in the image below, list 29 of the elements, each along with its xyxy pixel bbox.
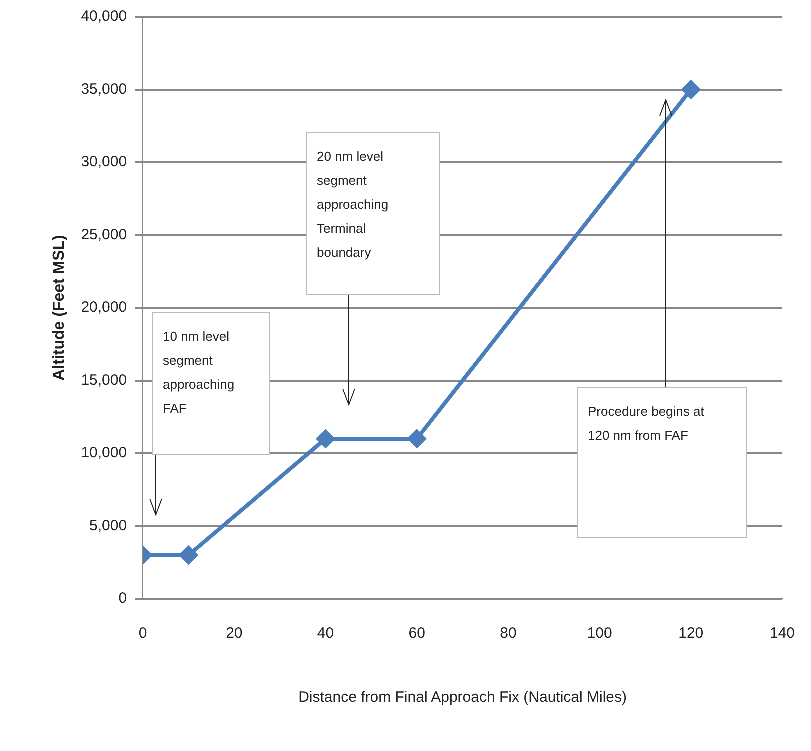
x-tick-label: 40 bbox=[317, 625, 334, 642]
point bbox=[316, 430, 335, 448]
y-tick-label: 20,000 bbox=[81, 299, 128, 316]
y-tick-label: 15,000 bbox=[81, 372, 128, 389]
point bbox=[180, 546, 198, 564]
callout-box: Procedure begins at 120 nm from FAF bbox=[577, 387, 747, 538]
y-tick-label: 0 bbox=[118, 590, 128, 608]
x-tick-label: 120 bbox=[678, 625, 704, 642]
x-tick-label: 20 bbox=[226, 625, 243, 642]
annotation: Procedure begins at 120 nm from FAF bbox=[588, 403, 706, 445]
y-tick-label: 10,000 bbox=[81, 444, 128, 462]
x-tick-label: 0 bbox=[138, 625, 148, 642]
y-axis-title: Altitude (Feet MSL) bbox=[51, 235, 68, 381]
point bbox=[408, 430, 426, 448]
x-tick-label: 60 bbox=[408, 625, 426, 642]
y-tick-label: 25,000 bbox=[81, 226, 128, 244]
y-tick-label: 30,000 bbox=[81, 154, 128, 171]
x-tick-label: 140 bbox=[770, 625, 795, 642]
annotation: 20 nm level segment approaching Terminal boundary bbox=[317, 148, 390, 262]
y-tick-label: 35,000 bbox=[81, 80, 128, 98]
annotation: 10 nm level segment approaching FAF bbox=[163, 328, 236, 418]
callout-box: 10 nm level segment approaching FAF bbox=[152, 312, 270, 455]
x-tick-label: 100 bbox=[587, 625, 612, 642]
y-tick-label: 40,000 bbox=[81, 8, 128, 26]
y-tick-label: 5,000 bbox=[90, 517, 128, 534]
x-tick-label: 80 bbox=[500, 625, 517, 642]
x-axis-title: Distance from Final Approach Fix (Nautical Miles) bbox=[298, 689, 628, 706]
point bbox=[682, 80, 700, 99]
callout-box: 20 nm level segment approaching Terminal boundary bbox=[306, 132, 440, 295]
